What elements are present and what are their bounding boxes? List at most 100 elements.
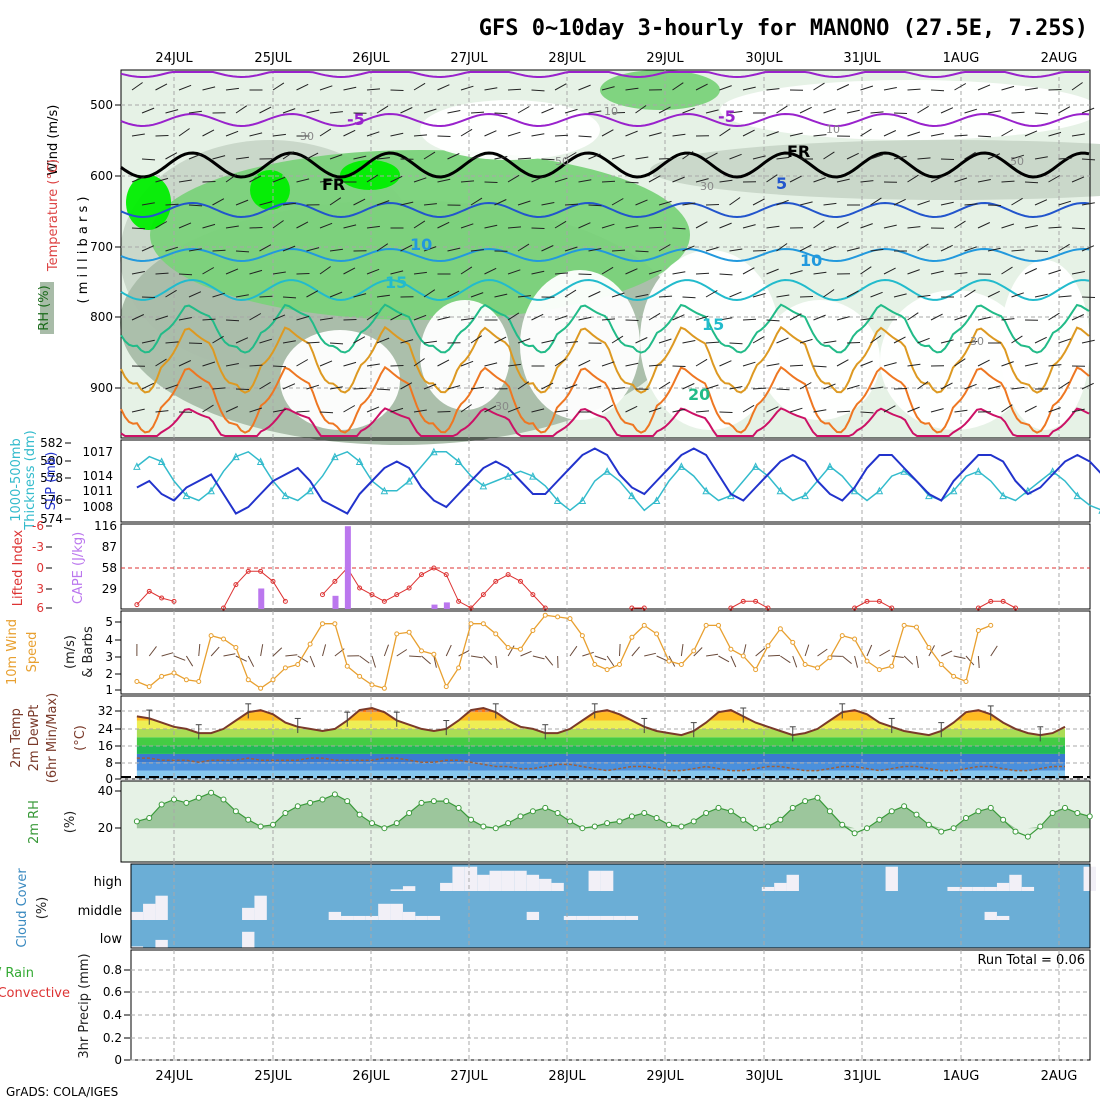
wind-barb	[752, 387, 767, 390]
wind-barb	[319, 317, 333, 321]
wind-speed-point	[592, 662, 598, 667]
contour-label: 10	[800, 251, 822, 270]
wind-speed-line	[136, 614, 992, 690]
wind-barb	[588, 291, 601, 298]
wind-barb	[1011, 197, 1023, 206]
isotherm-15b	[120, 303, 1090, 354]
cloud-bar-low	[242, 931, 255, 948]
wind-speed-point	[852, 636, 858, 642]
wind-barb	[917, 294, 931, 298]
wind-barb	[447, 385, 461, 390]
wind-speed-point	[926, 645, 932, 650]
cloud-bar-middle	[402, 911, 416, 920]
cloud-bar-middle	[390, 903, 403, 920]
wind-barb	[413, 314, 427, 321]
wind-barb	[541, 245, 554, 252]
cloud-bar-high	[390, 889, 403, 891]
wind-barb	[437, 316, 451, 321]
wind-barb	[319, 222, 333, 229]
thickness-point	[504, 472, 512, 480]
wind-barb	[776, 243, 788, 252]
rh-tick-label: 40	[98, 784, 113, 798]
lifted-index-point	[740, 598, 746, 604]
wind-speed-point	[703, 622, 709, 628]
wind-speed-point	[270, 677, 276, 683]
wind-barb	[507, 174, 520, 183]
wind-barb	[319, 266, 331, 275]
cloud-bar-high	[947, 886, 960, 891]
wind-barb	[1024, 268, 1038, 275]
cloud-bar-middle	[328, 911, 342, 920]
wind-barb	[564, 108, 578, 114]
wind-barb	[249, 175, 262, 183]
wind-barb	[870, 111, 884, 114]
wind-barb-10m	[594, 655, 607, 661]
wind-tick-label: 3	[105, 650, 113, 664]
wind-barb	[1011, 386, 1025, 390]
contour-label: 30	[700, 180, 714, 193]
wind-barb	[541, 339, 555, 344]
rh-point	[1000, 816, 1007, 823]
wind-barb	[672, 408, 686, 413]
wind-barb	[578, 84, 591, 91]
wind-barb	[343, 405, 356, 413]
thickness-point	[850, 486, 859, 495]
temp-label-a: 2m Temp	[9, 708, 24, 768]
wind-barb	[413, 220, 426, 229]
wind-barb	[343, 224, 357, 229]
wind-barb	[954, 315, 967, 321]
wind-barb	[1081, 382, 1094, 390]
contour-label: 10	[826, 123, 840, 136]
rh-point	[851, 830, 858, 837]
cloud-bar-high	[501, 870, 515, 891]
wind-barb	[893, 155, 907, 160]
slp-line	[136, 447, 1100, 515]
wind-barb	[366, 88, 381, 91]
wind-barb	[1024, 181, 1039, 184]
rh-2m-panel: 40 20	[98, 780, 1093, 863]
wind-barb	[682, 151, 694, 160]
wind-barb	[296, 221, 309, 229]
cape-tick-label: 87	[102, 540, 117, 554]
wind-barb	[1048, 175, 1061, 183]
temp-line	[136, 706, 1066, 737]
wind-barb	[823, 151, 835, 160]
temp-band	[121, 695, 1090, 703]
thickness-label-b: Thickness (dm)	[23, 430, 38, 530]
thickness-point	[652, 496, 661, 504]
freezing-level-line	[120, 151, 1090, 179]
wind-barb	[578, 135, 592, 138]
cape-bar	[258, 588, 265, 609]
wind-barb	[517, 295, 531, 298]
rh2m-unit: (%)	[63, 811, 78, 834]
wind-barb	[836, 410, 851, 413]
lifted-index-point	[852, 605, 858, 611]
cloud-bar-middle	[600, 915, 614, 920]
wind-barb	[846, 109, 860, 114]
wind-barb	[883, 224, 897, 229]
wind-barb	[860, 223, 873, 229]
wind-tick-label: 2	[105, 667, 113, 681]
lifted-index-point	[146, 588, 152, 594]
wind-speed-point	[542, 612, 548, 618]
wind-barb	[625, 405, 638, 413]
wind-barb	[564, 289, 577, 298]
wind-barb	[423, 383, 437, 390]
wind-speed-point	[505, 645, 511, 650]
rh-point	[529, 808, 536, 815]
thickness-point	[306, 486, 314, 495]
wind-barb	[917, 200, 930, 206]
wind-barb	[813, 134, 827, 137]
bottom-date-label: 29JUL	[646, 1069, 684, 1084]
wind-barb	[611, 292, 625, 298]
rh-point	[195, 794, 202, 801]
wind-barb	[155, 272, 169, 275]
wind-barb	[353, 155, 367, 160]
cloud-bar-high	[588, 870, 601, 891]
wind-barb	[225, 87, 239, 91]
wind-speed-point	[604, 667, 610, 673]
wind-barb	[1071, 271, 1085, 275]
wind-barb	[319, 360, 333, 367]
rh-point	[1062, 804, 1068, 811]
bottom-date-label: 1AUG	[943, 1069, 980, 1084]
